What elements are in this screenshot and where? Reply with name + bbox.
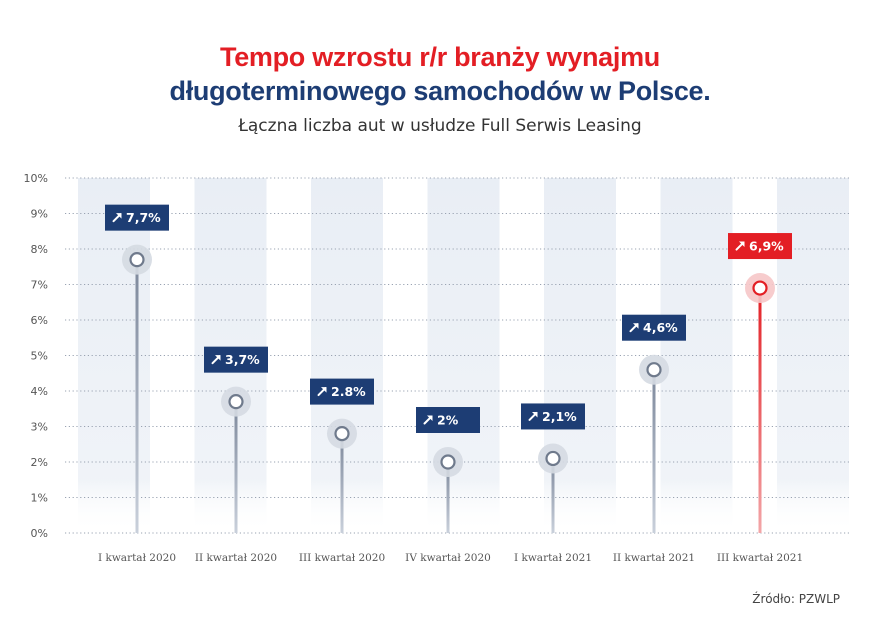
lollipop-item: 6,9% bbox=[728, 233, 792, 533]
chart-title-line2: długoterminowego samochodów w Polsce. bbox=[169, 76, 711, 106]
value-label: 7,7% bbox=[105, 204, 169, 231]
value-label: 4,6% bbox=[622, 314, 686, 341]
source-note: Źródło: PZWLP bbox=[752, 592, 840, 606]
value-label-text: 2,1% bbox=[542, 409, 577, 424]
data-point bbox=[228, 394, 244, 410]
background-bands bbox=[78, 178, 849, 533]
data-point bbox=[334, 426, 350, 442]
y-tick-label: 1% bbox=[31, 492, 48, 505]
data-point bbox=[646, 362, 662, 378]
chart-subtitle: Łączna liczba aut w usłudze Full Serwis … bbox=[238, 116, 642, 136]
lollipop-stem bbox=[446, 462, 450, 533]
y-tick-label: 4% bbox=[31, 385, 48, 398]
data-point bbox=[129, 252, 145, 268]
x-category-label: I kwartał 2021 bbox=[514, 552, 592, 564]
y-tick-label: 9% bbox=[31, 208, 48, 221]
lollipop-stem bbox=[652, 369, 656, 533]
x-category-label: III kwartał 2021 bbox=[717, 552, 803, 564]
lollipop-item: 3,7% bbox=[204, 346, 268, 533]
arrow-up-right-icon bbox=[629, 323, 639, 333]
y-tick-label: 0% bbox=[31, 527, 48, 540]
lollipop-item: 2.8% bbox=[310, 378, 374, 533]
arrow-up-right-icon bbox=[423, 415, 433, 425]
arrow-up-right-icon bbox=[528, 411, 538, 421]
y-axis: 0% 1% 2% 3% 4% 5% 6% 7% 8% 9% 10% bbox=[24, 172, 48, 540]
y-tick-label: 5% bbox=[31, 350, 48, 363]
value-label: 2.8% bbox=[310, 378, 374, 405]
data-point bbox=[545, 450, 561, 467]
lollipop-stem bbox=[234, 401, 238, 533]
value-label: 2% bbox=[416, 407, 480, 433]
y-tick-label: 3% bbox=[31, 421, 48, 434]
lollipop-item: 7,7% bbox=[105, 204, 169, 533]
chart-title-line1: Tempo wzrostu r/r branży wynajmu bbox=[220, 42, 660, 72]
title-block: Tempo wzrostu r/r branży wynajmu długote… bbox=[0, 40, 880, 136]
arrow-up-right-icon bbox=[735, 241, 745, 251]
value-label-text: 4,6% bbox=[643, 320, 678, 335]
x-category-label: IV kwartał 2020 bbox=[405, 552, 491, 564]
value-label-text: 2.8% bbox=[331, 384, 366, 399]
arrow-up-right-icon bbox=[211, 355, 221, 365]
lollipop-stem bbox=[551, 458, 555, 533]
y-tick-label: 10% bbox=[24, 172, 48, 185]
data-point bbox=[440, 454, 456, 470]
value-label-text: 6,9% bbox=[749, 239, 784, 254]
value-label: 3,7% bbox=[204, 346, 268, 373]
x-category-label: II kwartał 2020 bbox=[195, 552, 277, 564]
value-label-text: 7,7% bbox=[126, 210, 161, 225]
value-label-text: 3,7% bbox=[225, 352, 260, 367]
value-label-text: 2% bbox=[437, 413, 459, 428]
x-category-label: II kwartał 2021 bbox=[613, 552, 695, 564]
value-label: 6,9% bbox=[728, 233, 792, 260]
x-axis: I kwartał 2020 II kwartał 2020 III kwartał… bbox=[98, 552, 803, 564]
arrow-up-right-icon bbox=[317, 387, 327, 397]
x-category-label: III kwartał 2020 bbox=[299, 552, 385, 564]
lollipop-item: 2,1% bbox=[521, 403, 585, 533]
lollipop-item: 2% bbox=[416, 407, 480, 533]
y-tick-label: 8% bbox=[31, 243, 48, 256]
x-category-label: I kwartał 2020 bbox=[98, 552, 176, 564]
lollipop-item: 4,6% bbox=[622, 314, 686, 533]
lollipop-stem bbox=[340, 433, 344, 533]
y-tick-label: 2% bbox=[31, 456, 48, 469]
lollipop-stem bbox=[135, 259, 139, 533]
arrow-up-right-icon bbox=[112, 213, 122, 223]
value-label: 2,1% bbox=[521, 403, 585, 430]
data-marks: 7,7% 3,7% 2.8% 2% 2,1% 4,6% 6,9% bbox=[105, 204, 792, 533]
data-point bbox=[752, 280, 768, 296]
y-tick-label: 7% bbox=[31, 279, 48, 292]
lollipop-stem bbox=[758, 288, 762, 533]
y-tick-label: 6% bbox=[31, 314, 48, 327]
